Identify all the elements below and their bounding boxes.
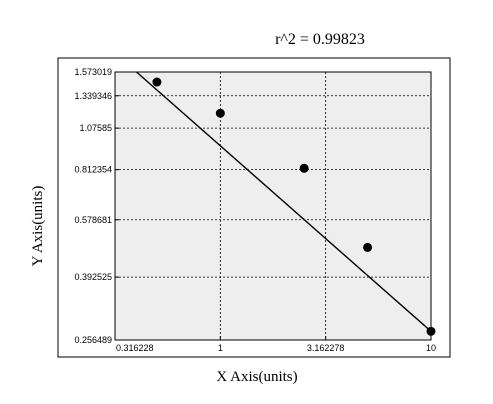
x-tick-label: 0.316228 <box>116 343 154 353</box>
data-point <box>215 108 225 118</box>
y-tick-label: 0.392525 <box>74 272 112 282</box>
data-point <box>426 326 436 336</box>
y-tick-label: 1.339346 <box>74 91 112 101</box>
y-tick-label: 0.578681 <box>74 215 112 225</box>
x-tick-labels: 0.316228 1 3.162278 10 <box>116 343 436 353</box>
x-tick-label: 10 <box>426 343 436 353</box>
data-point <box>152 77 162 87</box>
y-tick-label: 1.573019 <box>74 67 112 77</box>
y-tick-label: 0.812354 <box>74 165 112 175</box>
data-points <box>152 77 436 336</box>
data-point <box>363 242 373 252</box>
y-tick-labels: 1.573019 1.339346 1.07585 0.812354 0.578681 0… <box>74 67 112 345</box>
x-axis-title: X Axis(units) <box>216 369 297 385</box>
y-axis-title: Y Axis(units) <box>30 186 46 267</box>
x-tick-label: 3.162278 <box>307 343 345 353</box>
y-tick-label: 1.07585 <box>79 123 112 133</box>
plot-area <box>114 71 432 341</box>
fit-line <box>136 71 432 332</box>
x-tick-label: 1 <box>218 343 223 353</box>
grid-lines <box>114 71 432 341</box>
y-tick-label: 0.256489 <box>74 335 112 345</box>
data-point <box>299 163 309 173</box>
chart-title: r^2 = 0.99823 <box>275 31 365 48</box>
